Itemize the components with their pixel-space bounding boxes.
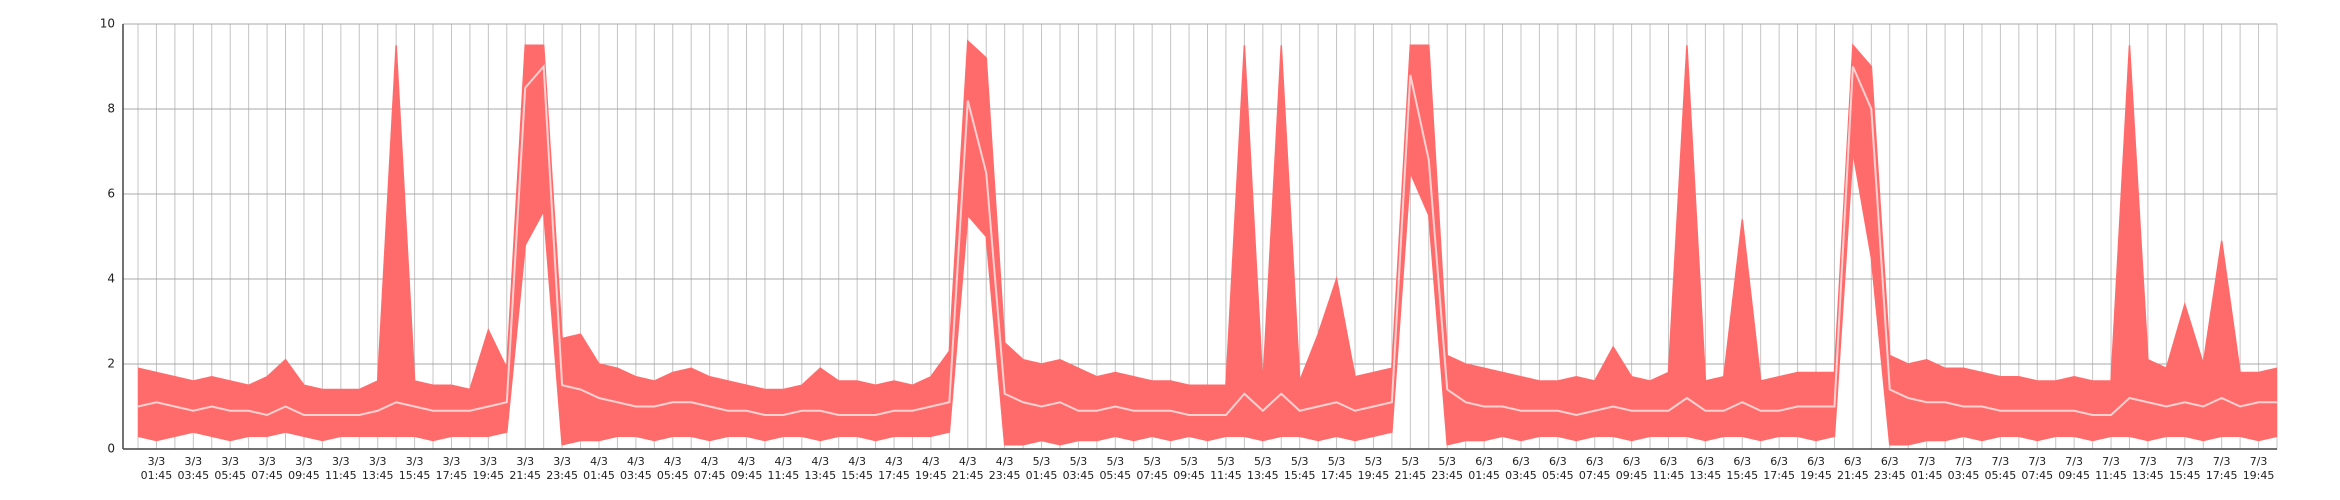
x-tick-label: 3/3 07:45 <box>251 455 283 482</box>
x-tick-label: 6/3 03:45 <box>1505 455 1537 482</box>
x-tick-label: 7/3 17:45 <box>2205 455 2238 482</box>
range-upper-edge <box>137 39 2278 391</box>
x-tick-label: 6/3 19:45 <box>1800 455 1832 482</box>
y-tick-label: 0 <box>107 442 115 456</box>
x-tick-label: 7/3 11:45 <box>2095 455 2127 482</box>
x-tick-label: 3/3 15:45 <box>398 455 431 482</box>
x-tick-label: 6/3 01:45 <box>1468 455 1500 482</box>
range-band <box>138 41 2277 445</box>
x-tick-label: 7/3 05:45 <box>1984 455 2017 482</box>
x-tick-label: 6/3 17:45 <box>1763 455 1795 482</box>
x-tick-label: 4/3 17:45 <box>878 455 910 482</box>
x-tick-label: 5/3 13:45 <box>1246 455 1279 482</box>
x-tick-label: 5/3 03:45 <box>1062 455 1095 482</box>
x-tick-label: 5/3 15:45 <box>1283 455 1316 482</box>
x-tick-label: 4/3 23:45 <box>988 455 1021 482</box>
y-tick-label: 10 <box>100 17 115 31</box>
x-tick-label: 7/3 15:45 <box>2168 455 2201 482</box>
x-tick-label: 4/3 11:45 <box>767 455 800 482</box>
x-tick-label: 3/3 11:45 <box>324 455 357 482</box>
x-tick-label: 6/3 23:45 <box>1873 455 1906 482</box>
x-tick-label: 4/3 21:45 <box>951 455 984 482</box>
x-tick-label: 5/3 23:45 <box>1431 455 1464 482</box>
x-tick-label: 6/3 15:45 <box>1726 455 1759 482</box>
x-tick-label: 3/3 17:45 <box>435 455 468 482</box>
x-tick-label: 6/3 21:45 <box>1837 455 1869 482</box>
x-tick-label: 6/3 11:45 <box>1652 455 1685 482</box>
x-tick-label: 5/3 19:45 <box>1357 455 1390 482</box>
x-tick-label: 4/3 01:45 <box>583 455 615 482</box>
x-tick-label: 7/3 19:45 <box>2242 455 2275 482</box>
x-tick-label: 6/3 09:45 <box>1615 455 1648 482</box>
x-tick-label: 4/3 19:45 <box>915 455 947 482</box>
x-tick-label: 3/3 21:45 <box>509 455 542 482</box>
y-tick-label: 6 <box>107 187 115 201</box>
x-tick-label: 6/3 05:45 <box>1541 455 1574 482</box>
x-tick-label: 7/3 03:45 <box>1947 455 1980 482</box>
y-tick-label: 4 <box>107 272 115 286</box>
mean-line <box>137 63 2277 417</box>
x-tick-label: 5/3 21:45 <box>1394 455 1427 482</box>
x-tick-label: 5/3 01:45 <box>1025 455 1058 482</box>
x-tick-label: 3/3 05:45 <box>214 455 247 482</box>
x-tick-label: 6/3 07:45 <box>1578 455 1611 482</box>
y-tick-label: 2 <box>107 357 115 371</box>
x-tick-label: 7/3 07:45 <box>2021 455 2054 482</box>
x-tick-label: 3/3 23:45 <box>546 455 578 482</box>
x-tick-label: 4/3 05:45 <box>656 455 689 482</box>
y-tick-label: 8 <box>107 102 115 116</box>
x-tick-label: 3/3 03:45 <box>177 455 210 482</box>
x-tick-label: 4/3 07:45 <box>693 455 726 482</box>
x-tick-label: 5/3 17:45 <box>1320 455 1353 482</box>
x-tick-label: 7/3 13:45 <box>2132 455 2164 482</box>
x-tick-label: 7/3 09:45 <box>2058 455 2090 482</box>
x-tick-label: 3/3 19:45 <box>472 455 505 482</box>
x-tick-label: 7/3 01:45 <box>1910 455 1943 482</box>
x-tick-label: 4/3 13:45 <box>804 455 837 482</box>
x-tick-label: 3/3 09:45 <box>288 455 320 482</box>
x-tick-label: 5/3 07:45 <box>1136 455 1169 482</box>
x-tick-label: 3/3 01:45 <box>140 455 173 482</box>
x-tick-label: 3/3 13:45 <box>361 455 394 482</box>
x-tick-label: 6/3 13:45 <box>1689 455 1722 482</box>
x-tick-label: 5/3 05:45 <box>1099 455 1132 482</box>
range-lower-edge <box>137 151 2278 446</box>
x-tick-label: 5/3 09:45 <box>1173 455 1205 482</box>
x-tick-label: 5/3 11:45 <box>1210 455 1242 482</box>
x-tick-label: 4/3 15:45 <box>841 455 873 482</box>
x-tick-label: 4/3 09:45 <box>730 455 763 482</box>
x-tick-label: 4/3 03:45 <box>620 455 652 482</box>
